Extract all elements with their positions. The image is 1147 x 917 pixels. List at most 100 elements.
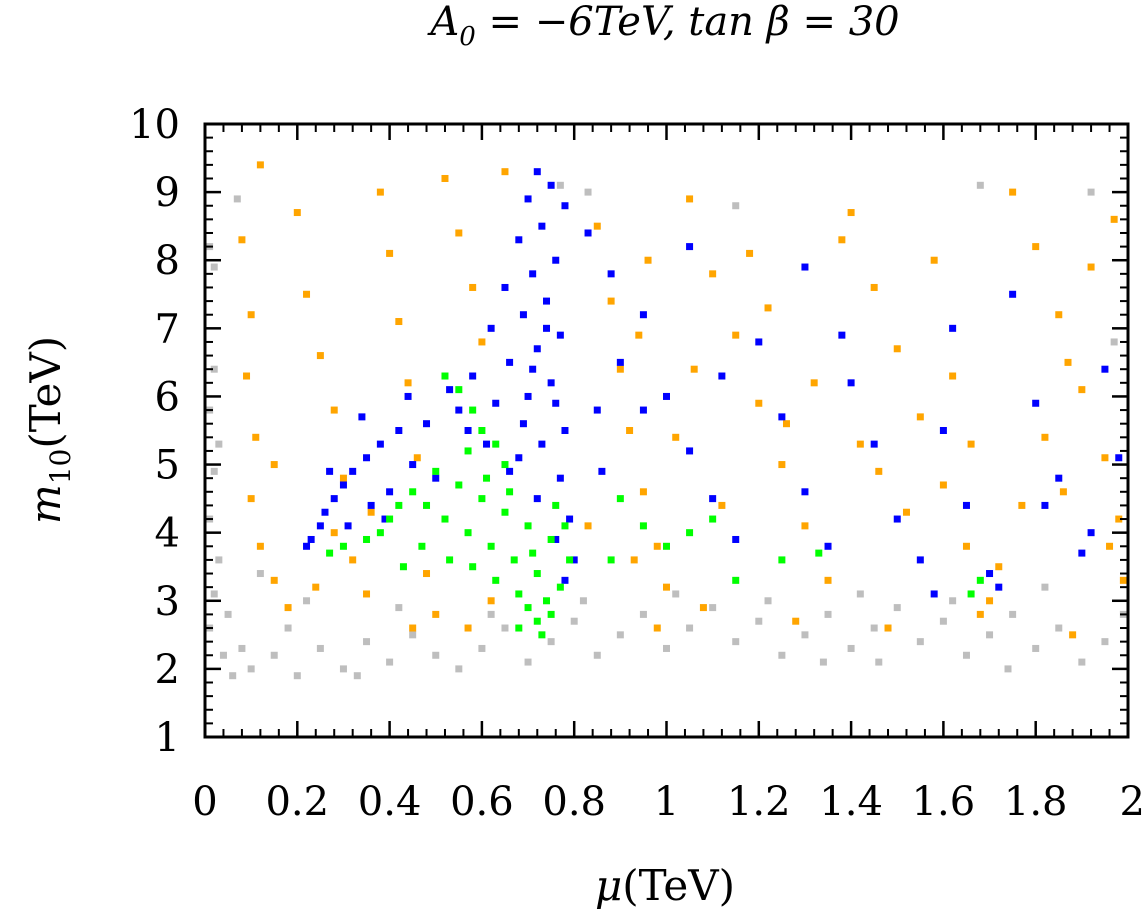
y-tick-label: 5 xyxy=(155,443,180,489)
data-point xyxy=(367,508,375,516)
data-point xyxy=(856,590,864,598)
y-tick-label: 6 xyxy=(155,374,180,420)
data-point xyxy=(566,556,574,564)
data-point xyxy=(303,290,311,298)
data-point xyxy=(243,372,251,380)
data-point xyxy=(635,331,643,339)
data-point xyxy=(819,658,827,666)
data-point xyxy=(455,406,463,414)
x-tick-label: 0.4 xyxy=(358,779,422,825)
data-point xyxy=(316,644,324,652)
data-point xyxy=(238,644,246,652)
y-tick-label: 1 xyxy=(155,715,180,761)
data-point xyxy=(506,358,514,366)
data-point xyxy=(376,440,384,448)
y-tick-label: 9 xyxy=(155,170,180,216)
data-point xyxy=(395,501,403,509)
data-point xyxy=(1087,188,1095,196)
data-point xyxy=(404,392,412,400)
data-point xyxy=(538,631,546,639)
data-point xyxy=(916,413,924,421)
data-point xyxy=(967,440,975,448)
data-point xyxy=(939,427,947,434)
data-point xyxy=(316,352,324,360)
data-point xyxy=(229,672,237,680)
data-point xyxy=(386,249,394,257)
data-point xyxy=(801,488,809,496)
data-point xyxy=(423,420,431,428)
data-point xyxy=(1078,549,1086,557)
data-point xyxy=(709,515,717,523)
data-point xyxy=(561,522,569,530)
data-point xyxy=(1078,386,1086,394)
data-point xyxy=(1055,624,1063,632)
data-point xyxy=(593,651,601,659)
data-point xyxy=(552,399,560,407)
data-point xyxy=(247,311,255,319)
data-point xyxy=(1115,515,1123,523)
data-point xyxy=(552,501,560,509)
data-point xyxy=(478,644,486,652)
data-point xyxy=(478,495,486,503)
data-point xyxy=(409,631,417,639)
data-point xyxy=(732,576,740,584)
data-point xyxy=(210,263,218,271)
data-point xyxy=(547,610,555,618)
data-point xyxy=(986,570,994,578)
data-point xyxy=(247,665,255,673)
data-point xyxy=(363,590,371,598)
data-point xyxy=(501,283,509,291)
data-point xyxy=(501,461,509,469)
data-point xyxy=(1004,665,1012,673)
data-point xyxy=(801,631,809,639)
data-point xyxy=(893,345,901,353)
data-point xyxy=(524,522,532,530)
data-point xyxy=(986,597,994,605)
data-point xyxy=(238,236,246,244)
data-point xyxy=(293,672,301,680)
data-point xyxy=(487,324,495,332)
data-point xyxy=(824,610,832,618)
data-point xyxy=(358,413,366,421)
data-point xyxy=(519,420,527,428)
x-tick-label: 0.2 xyxy=(265,779,329,825)
data-point xyxy=(363,535,371,543)
data-point xyxy=(376,188,384,196)
data-point xyxy=(1110,215,1118,223)
data-point xyxy=(256,570,264,578)
data-point xyxy=(939,481,947,489)
data-point xyxy=(515,624,523,632)
data-point xyxy=(616,631,624,639)
data-point xyxy=(455,229,463,237)
data-point xyxy=(561,202,569,210)
data-point xyxy=(270,576,278,584)
data-point xyxy=(409,488,417,496)
data-point xyxy=(579,597,587,605)
data-point xyxy=(432,467,440,475)
data-point xyxy=(270,651,278,659)
data-point xyxy=(764,304,772,312)
data-point xyxy=(986,631,994,639)
data-point xyxy=(893,604,901,612)
data-point xyxy=(732,331,740,339)
x-tick-label: 1.8 xyxy=(1004,779,1068,825)
data-point xyxy=(524,604,532,612)
data-point xyxy=(492,576,500,584)
data-point xyxy=(962,651,970,659)
data-point xyxy=(501,508,509,516)
data-point xyxy=(616,358,624,366)
data-point xyxy=(755,338,763,346)
data-point xyxy=(616,365,624,373)
data-point xyxy=(538,222,546,230)
data-point xyxy=(330,495,338,503)
x-tick-label: 0.8 xyxy=(542,779,606,825)
data-point xyxy=(316,522,324,530)
data-point xyxy=(349,467,357,475)
data-point xyxy=(547,379,555,387)
data-point xyxy=(483,474,491,482)
data-point xyxy=(686,195,694,203)
data-point xyxy=(432,610,440,618)
axis-ticks xyxy=(203,122,1130,739)
data-point xyxy=(376,529,384,537)
data-point xyxy=(598,467,606,475)
